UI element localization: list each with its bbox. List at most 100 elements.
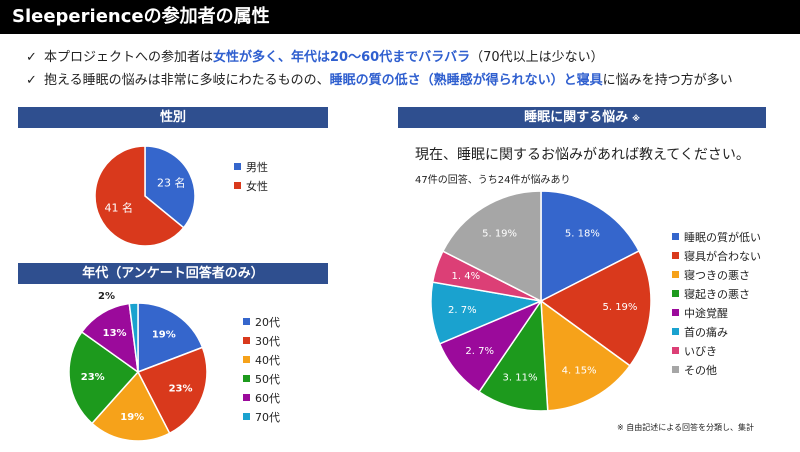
- sleep-legend-item-2: 寝つきの悪さ: [672, 266, 761, 285]
- sleep-legend-swatch-5: [672, 328, 679, 335]
- age-legend-swatch-3: [243, 375, 250, 382]
- sleep-slice-2: [540, 299, 631, 412]
- sleep-legend-label-2: 寝つきの悪さ: [684, 269, 750, 282]
- sleep-legend-item-6: いびき: [672, 342, 761, 361]
- age-slice-0: [137, 302, 204, 374]
- age-section-header: 年代（アンケート回答者のみ）: [18, 263, 328, 284]
- bullet-2: ✓ 抱える睡眠の悩みは非常に多岐にわたるものの、睡眠の質の低さ（熟睡感が得られない…: [26, 69, 733, 88]
- sleep-legend-swatch-7: [672, 366, 679, 373]
- sleep-legend-label-5: 首の痛み: [684, 326, 728, 339]
- sleep-slice-1: [539, 249, 652, 367]
- age-pie-chart: 19% 23% 19% 23% 13%: [68, 302, 208, 442]
- age-legend-item-0: 20代: [243, 313, 280, 332]
- gender-legend-label-1: 女性: [246, 180, 268, 193]
- sleep-data-label-2: 4. 15%: [562, 365, 597, 376]
- age-slice-1: [136, 346, 208, 435]
- age-legend-item-4: 60代: [243, 389, 280, 408]
- sleep-legend-item-0: 睡眠の質が低い: [672, 228, 761, 247]
- age-legend: 20代 30代 40代 50代 60代 70代: [243, 313, 280, 427]
- age-legend-item-3: 50代: [243, 370, 280, 389]
- gender-legend-item-0: 男性: [234, 158, 268, 177]
- sleep-data-label-7: 5. 19%: [482, 228, 517, 239]
- age-legend-swatch-5: [243, 413, 250, 420]
- age-slice-3: [68, 330, 140, 425]
- sleep-data-label-6: 1. 4%: [452, 271, 481, 282]
- bullet-2-text-c: に悩みを持つ方が多い: [602, 73, 733, 88]
- sleep-legend-swatch-4: [672, 309, 679, 316]
- check-icon: ✓: [26, 50, 37, 65]
- sleep-legend: 睡眠の質が低い 寝具が合わない 寝つきの悪さ 寝起きの悪さ 中途覚醒首の痛みいびきその他: [672, 228, 761, 380]
- gender-legend: 男性 女性: [234, 158, 268, 196]
- age-legend-item-5: 70代: [243, 408, 280, 427]
- age-legend-label-4: 60代: [255, 392, 280, 405]
- gender-legend-swatch-0: [234, 163, 241, 170]
- sleep-legend-item-3: 寝起きの悪さ: [672, 285, 761, 304]
- sleep-data-label-4: 2. 7%: [465, 346, 494, 357]
- age-data-label-4: 13%: [103, 328, 127, 339]
- check-icon: ✓: [26, 73, 37, 88]
- sleep-section-header: 睡眠に関する悩み ※: [398, 107, 766, 128]
- gender-data-label-0: 23 名: [157, 176, 186, 190]
- sleep-data-label-5: 2. 7%: [448, 305, 477, 316]
- sleep-legend-swatch-0: [672, 233, 679, 240]
- sleep-legend-swatch-1: [672, 252, 679, 259]
- bullet-1-text-c: （70代以上は少ない）: [470, 50, 604, 65]
- age-legend-swatch-1: [243, 337, 250, 344]
- sleep-legend-label-6: いびき: [684, 345, 717, 358]
- sleep-data-label-1: 5. 19%: [602, 302, 637, 313]
- sleep-legend-item-7: その他: [672, 361, 761, 380]
- age-legend-label-1: 30代: [255, 335, 280, 348]
- age-data-label-3: 23%: [81, 372, 105, 383]
- gender-section-header: 性別: [18, 107, 328, 128]
- age-legend-label-2: 40代: [255, 354, 280, 367]
- gender-data-label-1: 41 名: [105, 200, 134, 214]
- sleep-legend-label-0: 睡眠の質が低い: [684, 231, 761, 244]
- gender-slice-1: [94, 145, 185, 247]
- gender-legend-swatch-1: [234, 182, 241, 189]
- sleep-legend-label-4: 中途覚醒: [684, 307, 728, 320]
- sleep-section-title: 睡眠に関する悩み: [524, 110, 629, 125]
- age-legend-swatch-0: [243, 318, 250, 325]
- sleep-legend-label-1: 寝具が合わない: [684, 250, 761, 263]
- sleep-legend-item-5: 首の痛み: [672, 323, 761, 342]
- age-legend-item-2: 40代: [243, 351, 280, 370]
- sleep-legend-label-7: その他: [684, 364, 717, 377]
- age-slice-5: [128, 302, 139, 373]
- age-slice-4: [80, 302, 139, 374]
- sleep-slice-0: [540, 190, 640, 303]
- sleep-legend-swatch-3: [672, 290, 679, 297]
- age-data-label-2: 19%: [120, 412, 144, 423]
- sleep-question: 現在、睡眠に関するお悩みがあれば教えてください。: [415, 147, 750, 163]
- sleep-legend-swatch-2: [672, 271, 679, 278]
- age-label-70s: 2%: [98, 291, 115, 302]
- bullet-1-text-a: 本プロジェクトへの参加者は: [44, 50, 214, 65]
- age-data-label-0: 19%: [152, 329, 176, 340]
- sleep-slice-7: [441, 190, 542, 303]
- gender-slice-0: [144, 145, 196, 229]
- age-legend-swatch-2: [243, 356, 250, 363]
- age-legend-label-3: 50代: [255, 373, 280, 386]
- sleep-legend-label-3: 寝起きの悪さ: [684, 288, 750, 301]
- sleep-legend-swatch-6: [672, 347, 679, 354]
- age-legend-label-0: 20代: [255, 316, 280, 329]
- bullet-1-text-b: 女性が多く、年代は20〜60代までバラバラ: [213, 50, 471, 65]
- age-legend-item-1: 30代: [243, 332, 280, 351]
- sleep-subnote: 47件の回答、うち24件が悩みあり: [415, 175, 571, 186]
- bullet-2-text-a: 抱える睡眠の悩みは非常に多岐にわたるものの、: [44, 73, 330, 88]
- sleep-pie-chart: 5. 18% 5. 19% 4. 15% 3. 11% 2. 7% 2. 7% 1. 4% 5…: [430, 190, 652, 412]
- gender-legend-item-1: 女性: [234, 177, 268, 196]
- sleep-legend-item-4: 中途覚醒: [672, 304, 761, 323]
- sleep-legend-item-1: 寝具が合わない: [672, 247, 761, 266]
- sleep-slice-3: [478, 298, 549, 412]
- sleep-data-label-0: 5. 18%: [565, 228, 600, 239]
- age-data-label-1: 23%: [169, 383, 193, 394]
- sleep-section-mark: ※: [632, 114, 640, 123]
- gender-legend-label-0: 男性: [246, 161, 268, 174]
- age-legend-swatch-4: [243, 394, 250, 401]
- age-legend-label-5: 70代: [255, 411, 280, 424]
- gender-pie-chart: 23 名 41 名: [94, 145, 196, 247]
- footnote: ※ 自由記述による回答を分類し、集計: [617, 423, 755, 432]
- bullet-1: ✓ 本プロジェクトへの参加者は女性が多く、年代は20〜60代までバラバラ（70代以…: [26, 46, 604, 65]
- bullet-2-text-b: 睡眠の質の低さ（熟睡感が得られない）と寝具: [329, 73, 603, 88]
- sleep-data-label-3: 3. 11%: [503, 372, 538, 383]
